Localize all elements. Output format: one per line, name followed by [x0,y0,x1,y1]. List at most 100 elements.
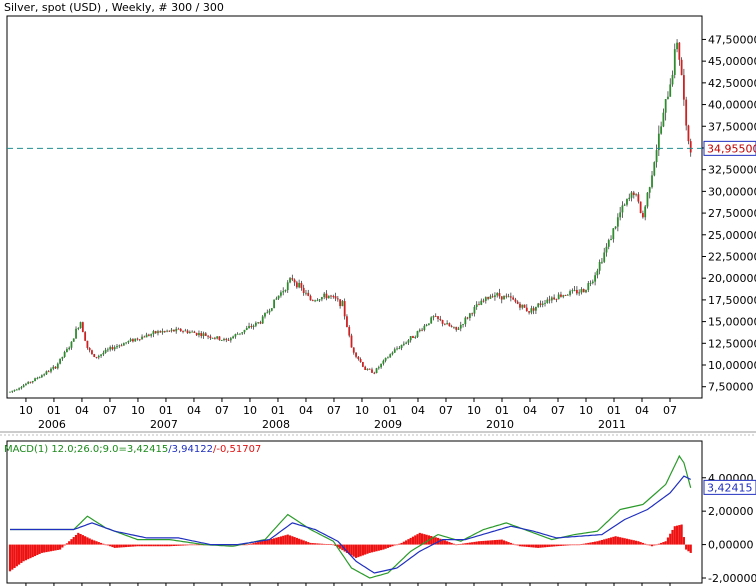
x-tick-label: 10 [579,404,593,417]
histogram-bar [266,540,269,545]
histogram-bar [361,544,364,556]
histogram-bar [379,544,383,551]
candle-body [423,325,426,330]
histogram-bar [143,544,146,547]
candle-body [220,340,223,341]
candle-body [361,362,364,367]
histogram-bar [441,539,444,545]
x-tick-label: 01 [271,404,285,417]
macd-legend: MACD(1) 12.0;26.0;9.0=3,42415/3,94122/-0… [4,444,261,455]
histogram-bar [58,544,62,550]
candle-body [250,326,253,327]
histogram-bar [584,543,588,545]
candle-body [450,326,453,327]
candle-body [245,328,248,330]
candle-body [116,346,118,348]
histogram-bar [134,544,137,547]
histogram-bar [261,541,264,545]
candle-body [191,331,194,333]
candle-body [632,192,635,196]
candle-body [145,334,148,338]
candle-body [528,311,530,313]
histogram-bar [657,543,660,545]
candle-body [134,338,137,342]
histogram-bar [320,543,324,545]
histogram-bar [625,538,629,545]
candle-body [50,368,52,372]
histogram-bar [546,544,549,548]
candle-body [125,342,128,344]
candle-body [589,282,592,284]
histogram-bar [284,535,287,545]
histogram-bar [138,544,141,547]
candle-body [648,187,651,193]
histogram-bar [484,540,487,545]
candle-body [546,299,549,303]
candle-body [564,295,567,297]
candle-body [667,96,669,100]
candle-body [305,292,307,294]
histogram-bar [575,544,578,546]
candle-body [655,150,658,163]
candle-body [455,326,458,330]
price-y-tick-label: 42,50000 [708,77,756,90]
candle-body [676,42,678,50]
macd-legend-hist: /-0,51707 [212,444,262,455]
candle-body [569,291,571,295]
histogram-bar [152,544,155,547]
candle-body [54,366,57,369]
candle-body [605,246,608,253]
histogram-bar [302,540,305,545]
x-tick-label: 04 [299,404,313,417]
histogram-bar [63,544,66,546]
candle-body [38,377,41,379]
histogram-bar [106,544,109,546]
histogram-bar [477,541,481,545]
histogram-bar [682,537,685,545]
histogram-bar [172,544,176,547]
histogram-bar [573,544,576,546]
histogram-bar [339,544,342,549]
histogram-bar [612,536,615,545]
candle-body [462,324,464,325]
candle-body [607,240,610,247]
histogram-bar [129,544,132,547]
candle-body [443,323,446,325]
histogram-bar [621,537,624,545]
histogram-bar [391,544,394,547]
candle-body [261,316,264,324]
candle-body [314,300,316,302]
candle-body [635,194,637,196]
price-y-tick-label: 37,50000 [708,120,756,133]
histogram-bar [628,539,631,545]
candle-body [687,125,690,142]
x-tick-label: 01 [383,404,397,417]
histogram-bar [136,544,139,547]
histogram-bar [559,544,563,546]
candle-body [398,348,401,349]
candle-body [478,304,480,306]
candle-body [122,343,125,346]
candle-body [232,336,235,339]
candle-body [70,341,73,348]
histogram-bar [332,544,335,546]
candle-body [195,332,198,336]
price-y-tick-label: 15,00000 [708,316,756,329]
price-y-tick-label: 40,00000 [708,99,756,112]
histogram-bar [432,536,435,545]
histogram-bar [482,540,485,545]
candle-body [168,330,171,332]
candle-body [377,367,380,369]
candle-body [227,339,230,341]
candle-body [31,381,34,383]
histogram-bar [518,544,522,547]
candle-body [75,328,77,339]
histogram-bar [562,544,565,546]
histogram-bar [52,544,55,551]
histogram-bar [72,537,75,545]
x-tick-label: 10 [243,404,257,417]
candle-body [270,308,273,311]
x-tick-label: 10 [355,404,369,417]
histogram-bar [38,544,41,554]
